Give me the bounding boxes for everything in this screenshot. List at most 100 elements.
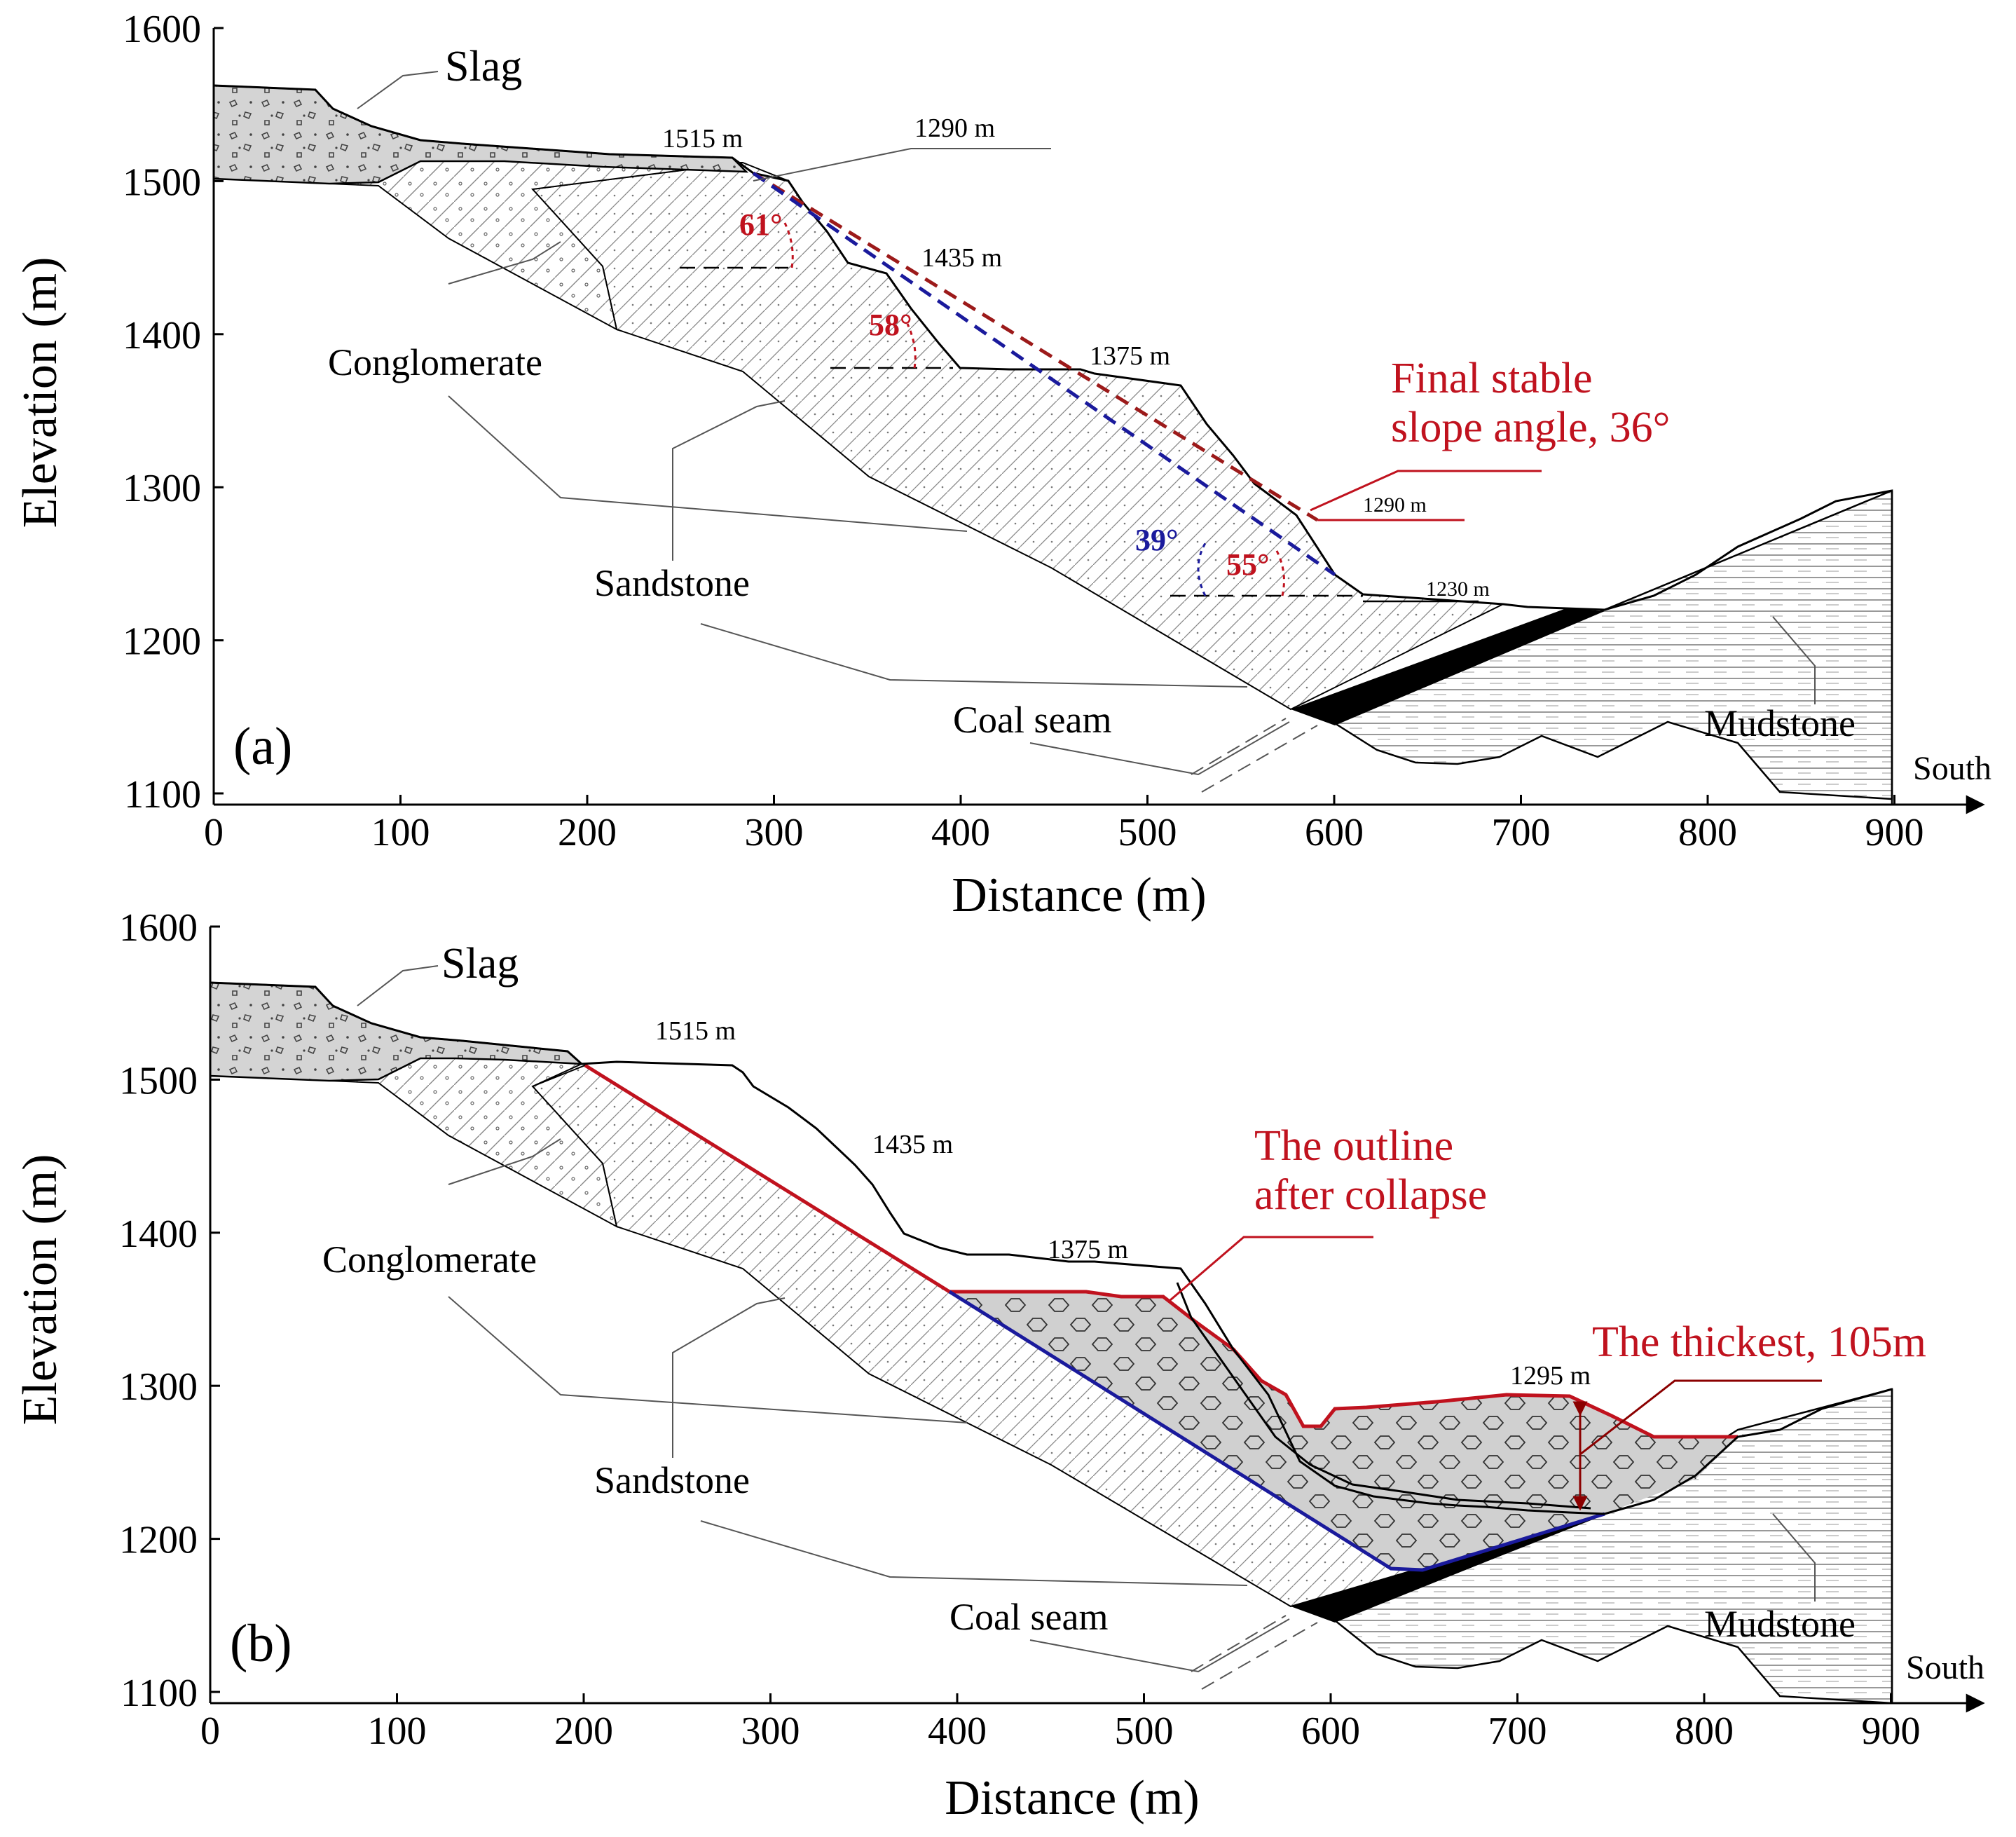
mudstone-layer-b xyxy=(1333,1388,1893,1705)
y-tick-label: 1200 xyxy=(123,620,201,664)
coal-seam-b xyxy=(1291,1512,1605,1623)
x-tick-label: 900 xyxy=(1865,811,1924,854)
bench-1515-b: 1515 m xyxy=(655,1016,736,1046)
x-tick-label: 100 xyxy=(371,811,430,854)
bench-1435-a: 1435 m xyxy=(921,243,1002,273)
ticks-b: 0 100 200 300 400 500 600 700 800 900 1600 1500 1400… xyxy=(119,906,1921,1753)
leader-slag-a xyxy=(357,71,439,109)
arc-39 xyxy=(1197,542,1207,596)
leader-outline xyxy=(1170,1236,1373,1302)
x-tick-label: 600 xyxy=(1301,1709,1360,1753)
leader-coal-b xyxy=(1029,1618,1290,1673)
x-tick-label: 300 xyxy=(745,811,804,854)
post-collapse-thin xyxy=(1176,1282,1591,1510)
x-tick-label: 800 xyxy=(1675,1709,1734,1753)
red-dash-line xyxy=(752,171,1319,522)
bench-1375-a: 1375 m xyxy=(1090,341,1170,371)
panel-label-a: (a) xyxy=(233,717,292,776)
outline-after-collapse xyxy=(584,1063,1738,1439)
panel-label-b: (b) xyxy=(230,1614,292,1673)
x-axis-title-a: Distance (m) xyxy=(952,868,1206,922)
leader-conglomerate-a2 xyxy=(448,395,968,532)
bench-1295-b: 1295 m xyxy=(1510,1361,1591,1391)
y-tick-label: 1100 xyxy=(121,1672,198,1715)
sandstone-label-a: Sandstone xyxy=(594,562,750,604)
arc-55 xyxy=(1274,547,1285,596)
x-tick-label: 0 xyxy=(200,1709,220,1753)
x-tick-label: 100 xyxy=(368,1709,427,1753)
coal-seam xyxy=(1291,608,1605,725)
arc-61 xyxy=(783,222,794,268)
mudstone-surface-b xyxy=(1604,1388,1893,1515)
leader-conglomerate-b xyxy=(448,1138,561,1185)
coal-proj-1 xyxy=(1191,718,1287,775)
x-tick-label: 800 xyxy=(1678,811,1737,854)
thickest-label: The thickest, 105m xyxy=(1592,1318,1926,1366)
leader-mudstone-a xyxy=(1772,616,1816,704)
panel-b-text: Slag 1515 m 1435 m 1375 m 1295 m The out… xyxy=(13,906,1984,1825)
x-tick-label: 0 xyxy=(204,811,224,854)
panel-b xyxy=(209,927,1985,1713)
slope-surface-a xyxy=(213,84,1893,611)
bench-1290-a: 1290 m xyxy=(1363,493,1427,517)
sandstone-label-b: Sandstone xyxy=(594,1459,750,1501)
south-label-b: South xyxy=(1906,1649,1984,1686)
final-stable-line2: slope angle, 36° xyxy=(1391,404,1670,451)
x-tick-label: 200 xyxy=(554,1709,613,1753)
conglomerate-label-a: Conglomerate xyxy=(328,341,542,383)
mudstone-label-b: Mudstone xyxy=(1704,1603,1856,1645)
x-tick-label: 400 xyxy=(931,811,990,854)
angle-39: 39° xyxy=(1135,523,1179,557)
y-tick-label: 1500 xyxy=(119,1059,198,1102)
x-tick-label: 500 xyxy=(1115,1709,1174,1753)
y-tick-label: 1200 xyxy=(119,1519,198,1562)
mudstone-label-a: Mudstone xyxy=(1704,702,1856,744)
bench-1375-b: 1375 m xyxy=(1048,1235,1128,1264)
blue-dash-line xyxy=(752,171,1336,577)
leader-mudstone-b xyxy=(1772,1513,1816,1602)
y-tick-label: 1100 xyxy=(124,773,201,817)
south-label-a: South xyxy=(1913,750,1991,787)
y-tick-label: 1400 xyxy=(119,1213,198,1256)
leader-sandstone-a xyxy=(672,400,786,561)
bench-1290-top: 1290 m xyxy=(914,114,995,143)
leader-sandstone-b xyxy=(672,1297,786,1458)
outline-line1: The outline xyxy=(1254,1122,1453,1170)
y-tick-label: 1300 xyxy=(123,467,201,510)
coal-proj-b2 xyxy=(1201,1622,1318,1690)
bench-1230-a: 1230 m xyxy=(1426,578,1490,601)
y-tick-label: 1600 xyxy=(123,8,201,51)
angle-55: 55° xyxy=(1226,547,1270,582)
leader-sandstone-a2 xyxy=(700,623,1248,688)
x-tick-label: 700 xyxy=(1488,1709,1547,1753)
panel-a xyxy=(212,28,1985,814)
y-axis-title-a: Elevation (m) xyxy=(13,257,67,528)
coal-label-a: Coal seam xyxy=(953,699,1111,741)
y-axis-title-b: Elevation (m) xyxy=(13,1154,67,1426)
sliding-surface xyxy=(948,1290,1605,1572)
y-tick-label: 1600 xyxy=(119,906,198,950)
leader-1290-top xyxy=(753,148,1051,182)
coal-proj-2 xyxy=(1201,725,1318,793)
bench-1435-b: 1435 m xyxy=(872,1130,953,1159)
x-axis-title-b: Distance (m) xyxy=(945,1771,1199,1825)
slag-label-b: Slag xyxy=(441,940,519,988)
x-tick-label: 500 xyxy=(1118,811,1177,854)
x-tick-label: 900 xyxy=(1862,1709,1921,1753)
leader-conglomerate-b2 xyxy=(448,1296,968,1423)
panel-a-text: Slag 1515 m 1290 m 1435 m 1375 m 1290 m … xyxy=(13,8,1991,922)
x-tick-label: 200 xyxy=(558,811,617,854)
leader-conglomerate-a xyxy=(448,241,561,285)
ticks-a: 0 100 200 300 400 500 600 700 800 900 1600 1500 1400… xyxy=(123,8,1924,854)
angle-61: 61° xyxy=(739,207,783,242)
angle-58: 58° xyxy=(869,308,912,342)
original-slope-b xyxy=(210,981,1605,1515)
x-tick-label: 300 xyxy=(741,1709,800,1753)
coal-label-b: Coal seam xyxy=(949,1596,1108,1638)
x-tick-label: 400 xyxy=(928,1709,987,1753)
debris-body xyxy=(949,1292,1738,1570)
y-tick-label: 1500 xyxy=(123,161,201,204)
leader-slag-b xyxy=(357,965,439,1006)
leader-final-stable xyxy=(1310,470,1542,512)
